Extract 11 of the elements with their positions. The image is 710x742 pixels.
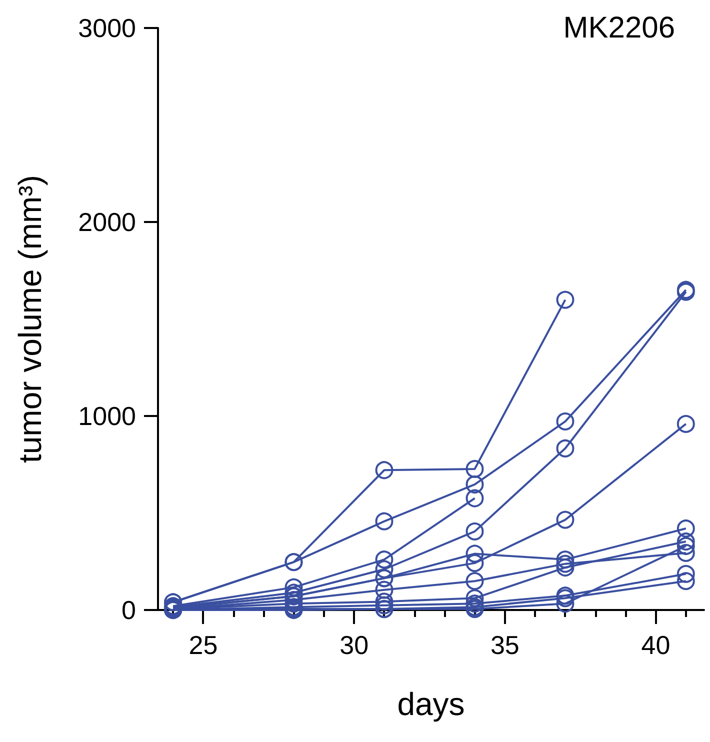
y-tick-label: 1000 [78,401,136,431]
x-tick-label: 35 [490,630,520,660]
x-axis-title: days [397,686,465,722]
chart-title: MK2206 [563,12,676,44]
x-tick-label: 25 [188,630,218,660]
y-axis-title: tumor volume (mm³) [12,174,48,464]
y-tick-label: 0 [122,595,136,625]
y-tick-label: 2000 [78,207,136,237]
y-tick-label: 3000 [78,13,136,43]
x-tick-label: 30 [340,630,369,660]
x-tick-label: 40 [641,630,670,660]
